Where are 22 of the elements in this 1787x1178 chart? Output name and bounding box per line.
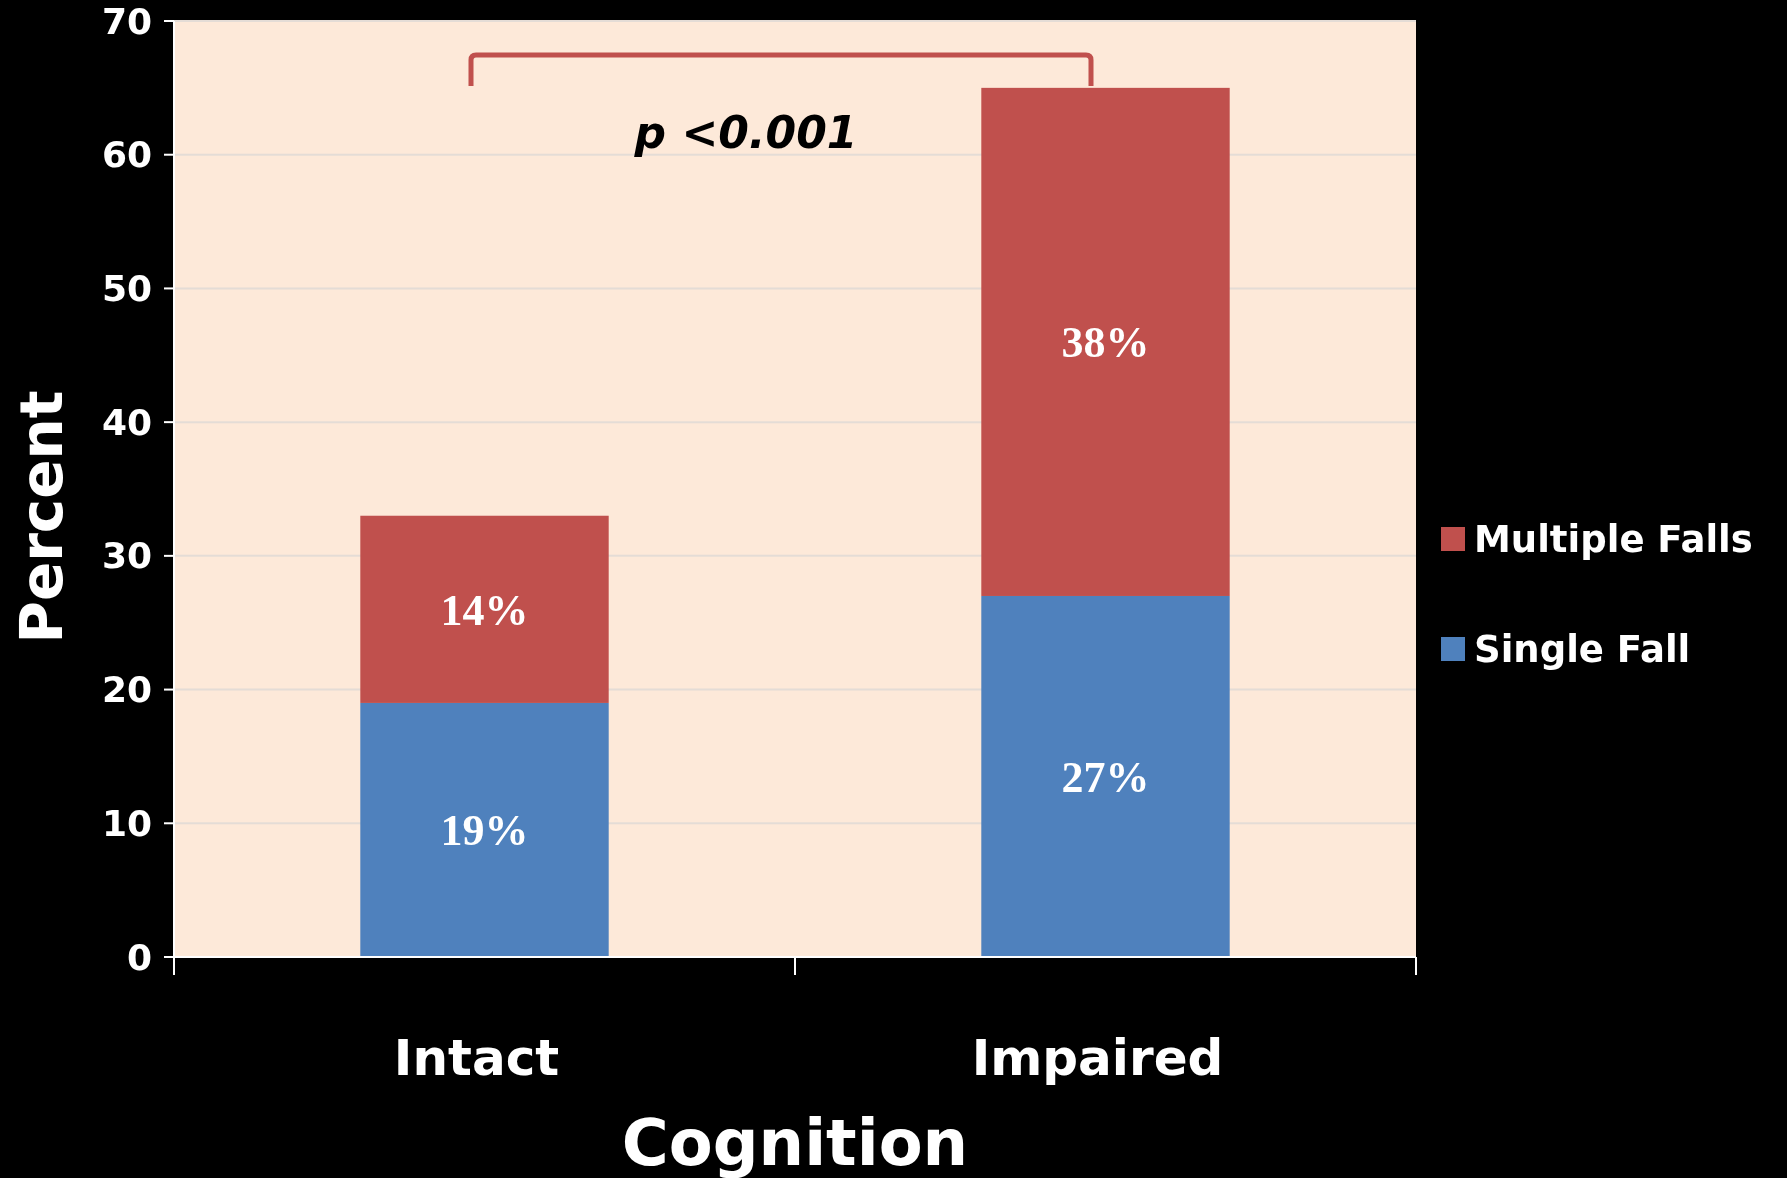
data-label: 19% [440, 806, 529, 856]
y-tick-label: 70 [101, 0, 152, 42]
y-tick-label: 10 [101, 802, 152, 844]
annotation: p <0.001 [633, 107, 858, 158]
y-tick-label: 40 [101, 401, 152, 443]
bar [981, 595, 1230, 957]
data-label: 38% [1061, 318, 1150, 368]
legend-label: Single Fall [1474, 627, 1691, 671]
bar [360, 515, 609, 703]
data-label: 14% [440, 585, 529, 635]
y-tick-label: 50 [101, 268, 152, 310]
y-tick-label: 0 [126, 936, 152, 978]
bar [981, 87, 1230, 596]
bar [360, 702, 609, 957]
y-tick-label: 60 [101, 134, 152, 176]
y-tick-label: 20 [101, 669, 152, 711]
data-label: 27% [1061, 752, 1150, 802]
x-tick-label: Impaired [971, 1029, 1224, 1087]
legend-label: Multiple Falls [1474, 517, 1753, 561]
y-axis-title: Percent [8, 390, 76, 644]
y-tick-label: 30 [101, 535, 152, 577]
x-tick-label: Intact [393, 1029, 560, 1087]
